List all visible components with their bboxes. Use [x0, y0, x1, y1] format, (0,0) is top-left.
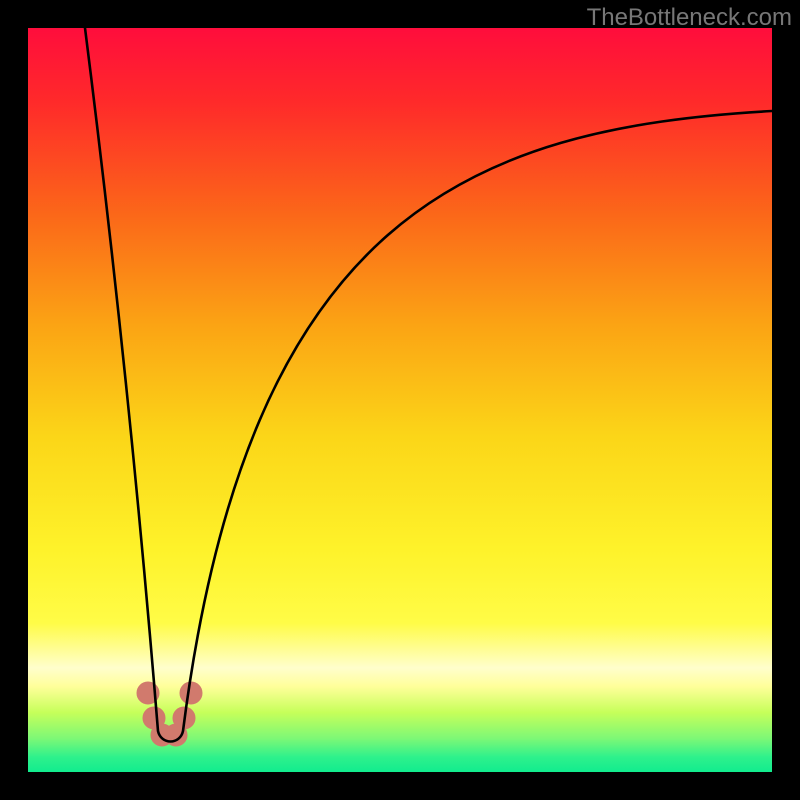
chart-curve-layer	[28, 28, 772, 772]
bottleneck-curve	[85, 28, 772, 742]
scatter-point	[180, 682, 202, 704]
image-root: TheBottleneck.com	[0, 0, 800, 800]
watermark-text: TheBottleneck.com	[587, 4, 792, 32]
